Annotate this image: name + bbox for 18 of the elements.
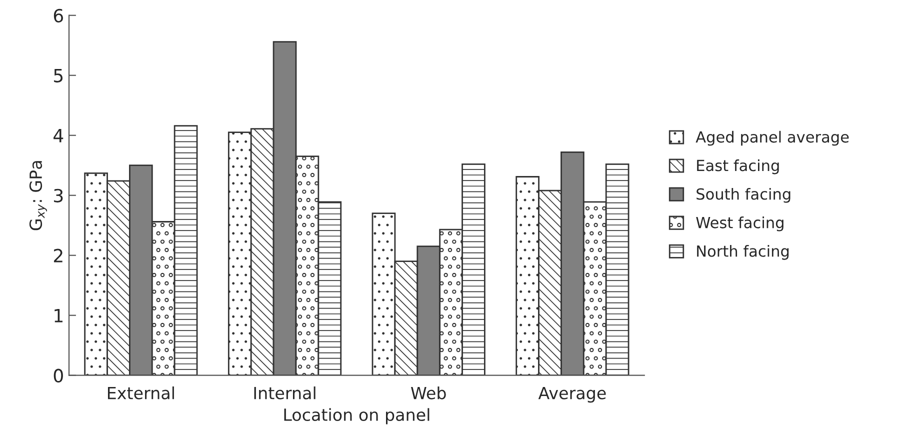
legend-label: North facing [697, 245, 789, 260]
y-tick-label: 0 [54, 368, 63, 382]
y-tick-label: 6 [54, 8, 64, 22]
y-tick-label: 2 [54, 248, 62, 262]
x-tick-label: Average [538, 386, 606, 403]
x-tick-label: Web [410, 386, 446, 400]
legend-label: West facing [696, 216, 784, 232]
y-axis-title: G$_{xy}$: GPa [29, 161, 47, 230]
legend-label: South facing [696, 188, 790, 203]
y-tick-label: 5 [54, 69, 63, 82]
y-tick-label: 4 [54, 129, 64, 142]
y-tick-label: 1 [54, 309, 62, 322]
legend-label: East facing [697, 159, 779, 174]
x-axis-title: Location on panel [284, 408, 430, 424]
x-tick-label: Internal [254, 386, 316, 400]
legend-label: Aged panel average [696, 130, 849, 146]
x-tick-label: External [108, 386, 174, 400]
y-tick-label: 3 [54, 188, 63, 202]
